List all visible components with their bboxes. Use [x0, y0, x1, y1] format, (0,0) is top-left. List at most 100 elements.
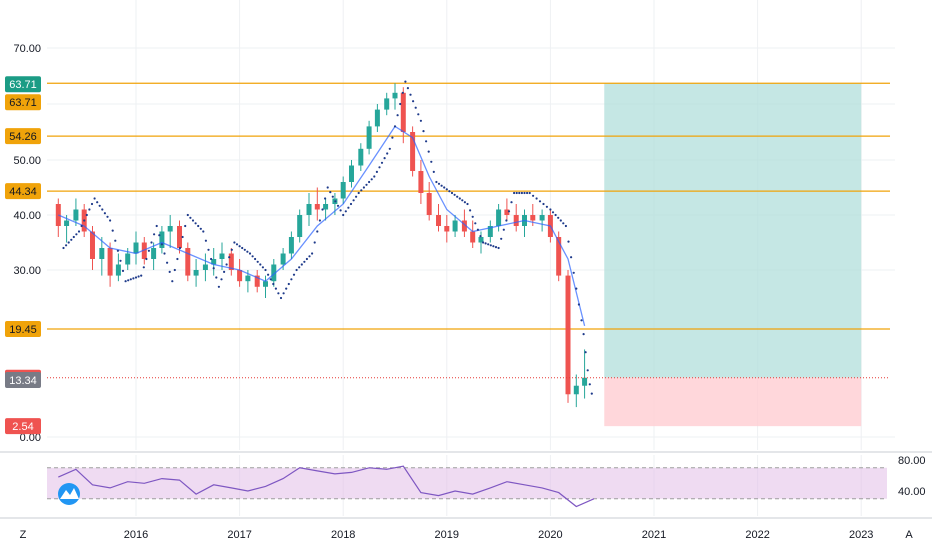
- candle-45[interactable]: [444, 215, 450, 243]
- candle-40[interactable]: [400, 87, 406, 144]
- candle-36[interactable]: [366, 120, 372, 155]
- sar-dot-145: [437, 182, 441, 185]
- sar-dot-5: [75, 233, 78, 236]
- loss-zone[interactable]: [604, 377, 862, 427]
- candle-17[interactable]: [202, 253, 208, 282]
- candle-48[interactable]: [470, 220, 476, 249]
- sar-dot-37: [158, 234, 161, 237]
- time-tick-label: 2020: [538, 529, 562, 541]
- candle-6[interactable]: [107, 242, 113, 287]
- candle-9[interactable]: [133, 231, 139, 265]
- timezone-button[interactable]: Z: [20, 529, 27, 541]
- long-position-tool[interactable]: [604, 83, 862, 427]
- sar-dot-196: [575, 287, 578, 290]
- price-badge-label: 54.26: [9, 131, 37, 143]
- sar-dot-22: [119, 259, 122, 262]
- profit-zone[interactable]: [604, 83, 862, 378]
- candle-24[interactable]: [263, 275, 268, 298]
- sar-dot-76: [259, 263, 262, 266]
- candle-47[interactable]: [461, 209, 467, 238]
- sar-dot-148: [445, 188, 448, 191]
- candle-29[interactable]: [306, 193, 312, 226]
- candle-13[interactable]: [167, 215, 173, 248]
- sar-dot-129: [396, 114, 399, 117]
- candle-28[interactable]: [297, 209, 303, 243]
- sar-dot-186: [549, 208, 552, 211]
- candle-60[interactable]: [573, 374, 579, 408]
- candle-30[interactable]: [314, 187, 320, 221]
- candle-34[interactable]: [348, 160, 354, 188]
- sar-dot-12: [93, 197, 96, 200]
- rsi-line[interactable]: [58, 465, 595, 508]
- candle-44[interactable]: [436, 204, 442, 232]
- sar-dot-59: [215, 276, 218, 279]
- candle-23[interactable]: [254, 270, 260, 293]
- sar-dot-136: [414, 106, 417, 109]
- candle-16[interactable]: [193, 259, 199, 287]
- sar-dot-123: [380, 161, 384, 164]
- time-axis[interactable]: 2016 2017 2018 2019 2020 2021 2022 2023: [124, 529, 874, 541]
- candle-15[interactable]: [185, 242, 191, 282]
- rsi-indicator[interactable]: [47, 465, 887, 508]
- candle-2[interactable]: [73, 198, 79, 227]
- sar-dot-124: [383, 157, 386, 160]
- candle-25[interactable]: [271, 259, 277, 287]
- sar-dot-69: [241, 246, 244, 250]
- candle-53[interactable]: [513, 204, 519, 232]
- candle-18[interactable]: [211, 248, 217, 276]
- candle-5[interactable]: [99, 237, 105, 276]
- rsi-band: [47, 467, 887, 499]
- candle-50[interactable]: [487, 220, 493, 243]
- candle-27[interactable]: [288, 231, 294, 260]
- tradingview-logo-icon[interactable]: [58, 483, 80, 505]
- sar-dot-153: [458, 197, 461, 200]
- sar-dot-134: [409, 93, 412, 96]
- sar-dot-64: [228, 256, 231, 259]
- sar-dot-61: [220, 278, 223, 281]
- candle-43[interactable]: [426, 182, 432, 221]
- candle-38[interactable]: [384, 92, 390, 116]
- candle-56[interactable]: [539, 209, 545, 232]
- sar-dot-170: [502, 228, 505, 231]
- sar-dot-99: [318, 219, 321, 222]
- candle-7[interactable]: [115, 253, 121, 282]
- candle-37[interactable]: [374, 104, 380, 132]
- candle-31[interactable]: [323, 198, 329, 221]
- candle-19[interactable]: [219, 242, 225, 271]
- candle-21[interactable]: [237, 259, 243, 287]
- auto-scale-button[interactable]: A: [905, 529, 913, 541]
- sar-dot-122: [378, 166, 381, 169]
- sar-dot-29: [137, 275, 140, 278]
- candle-61[interactable]: [582, 349, 588, 399]
- candle-10[interactable]: [141, 237, 147, 265]
- time-tick-label: 2017: [227, 529, 251, 541]
- candle-46[interactable]: [452, 215, 458, 237]
- sar-dot-9: [85, 213, 88, 217]
- time-tick-label: 2018: [331, 529, 355, 541]
- sar-dot-6: [77, 230, 81, 233]
- candle-1[interactable]: [64, 215, 70, 243]
- candle-58[interactable]: [556, 231, 562, 282]
- candle-35[interactable]: [358, 143, 364, 171]
- sar-dot-191: [562, 222, 565, 225]
- candle-33[interactable]: [340, 176, 346, 205]
- candle-52[interactable]: [504, 198, 510, 221]
- candle-20[interactable]: [228, 248, 234, 276]
- sar-dot-160: [476, 228, 479, 231]
- sar-dot-23: [121, 269, 125, 272]
- candle-42[interactable]: [418, 160, 424, 204]
- candle-41[interactable]: [410, 126, 416, 177]
- horizontal-levels[interactable]: [47, 82, 890, 330]
- candle-12[interactable]: [159, 226, 165, 254]
- sar-dot-90: [295, 268, 298, 272]
- price-tick-label: 30.00: [13, 265, 41, 277]
- candle-11[interactable]: [151, 242, 157, 271]
- sar-dot-156: [466, 202, 469, 206]
- candle-51[interactable]: [496, 204, 502, 232]
- sar-dot-177: [520, 191, 524, 195]
- candle-59[interactable]: [565, 270, 571, 403]
- sar-dot-121: [375, 170, 378, 173]
- candle-39[interactable]: [392, 83, 398, 110]
